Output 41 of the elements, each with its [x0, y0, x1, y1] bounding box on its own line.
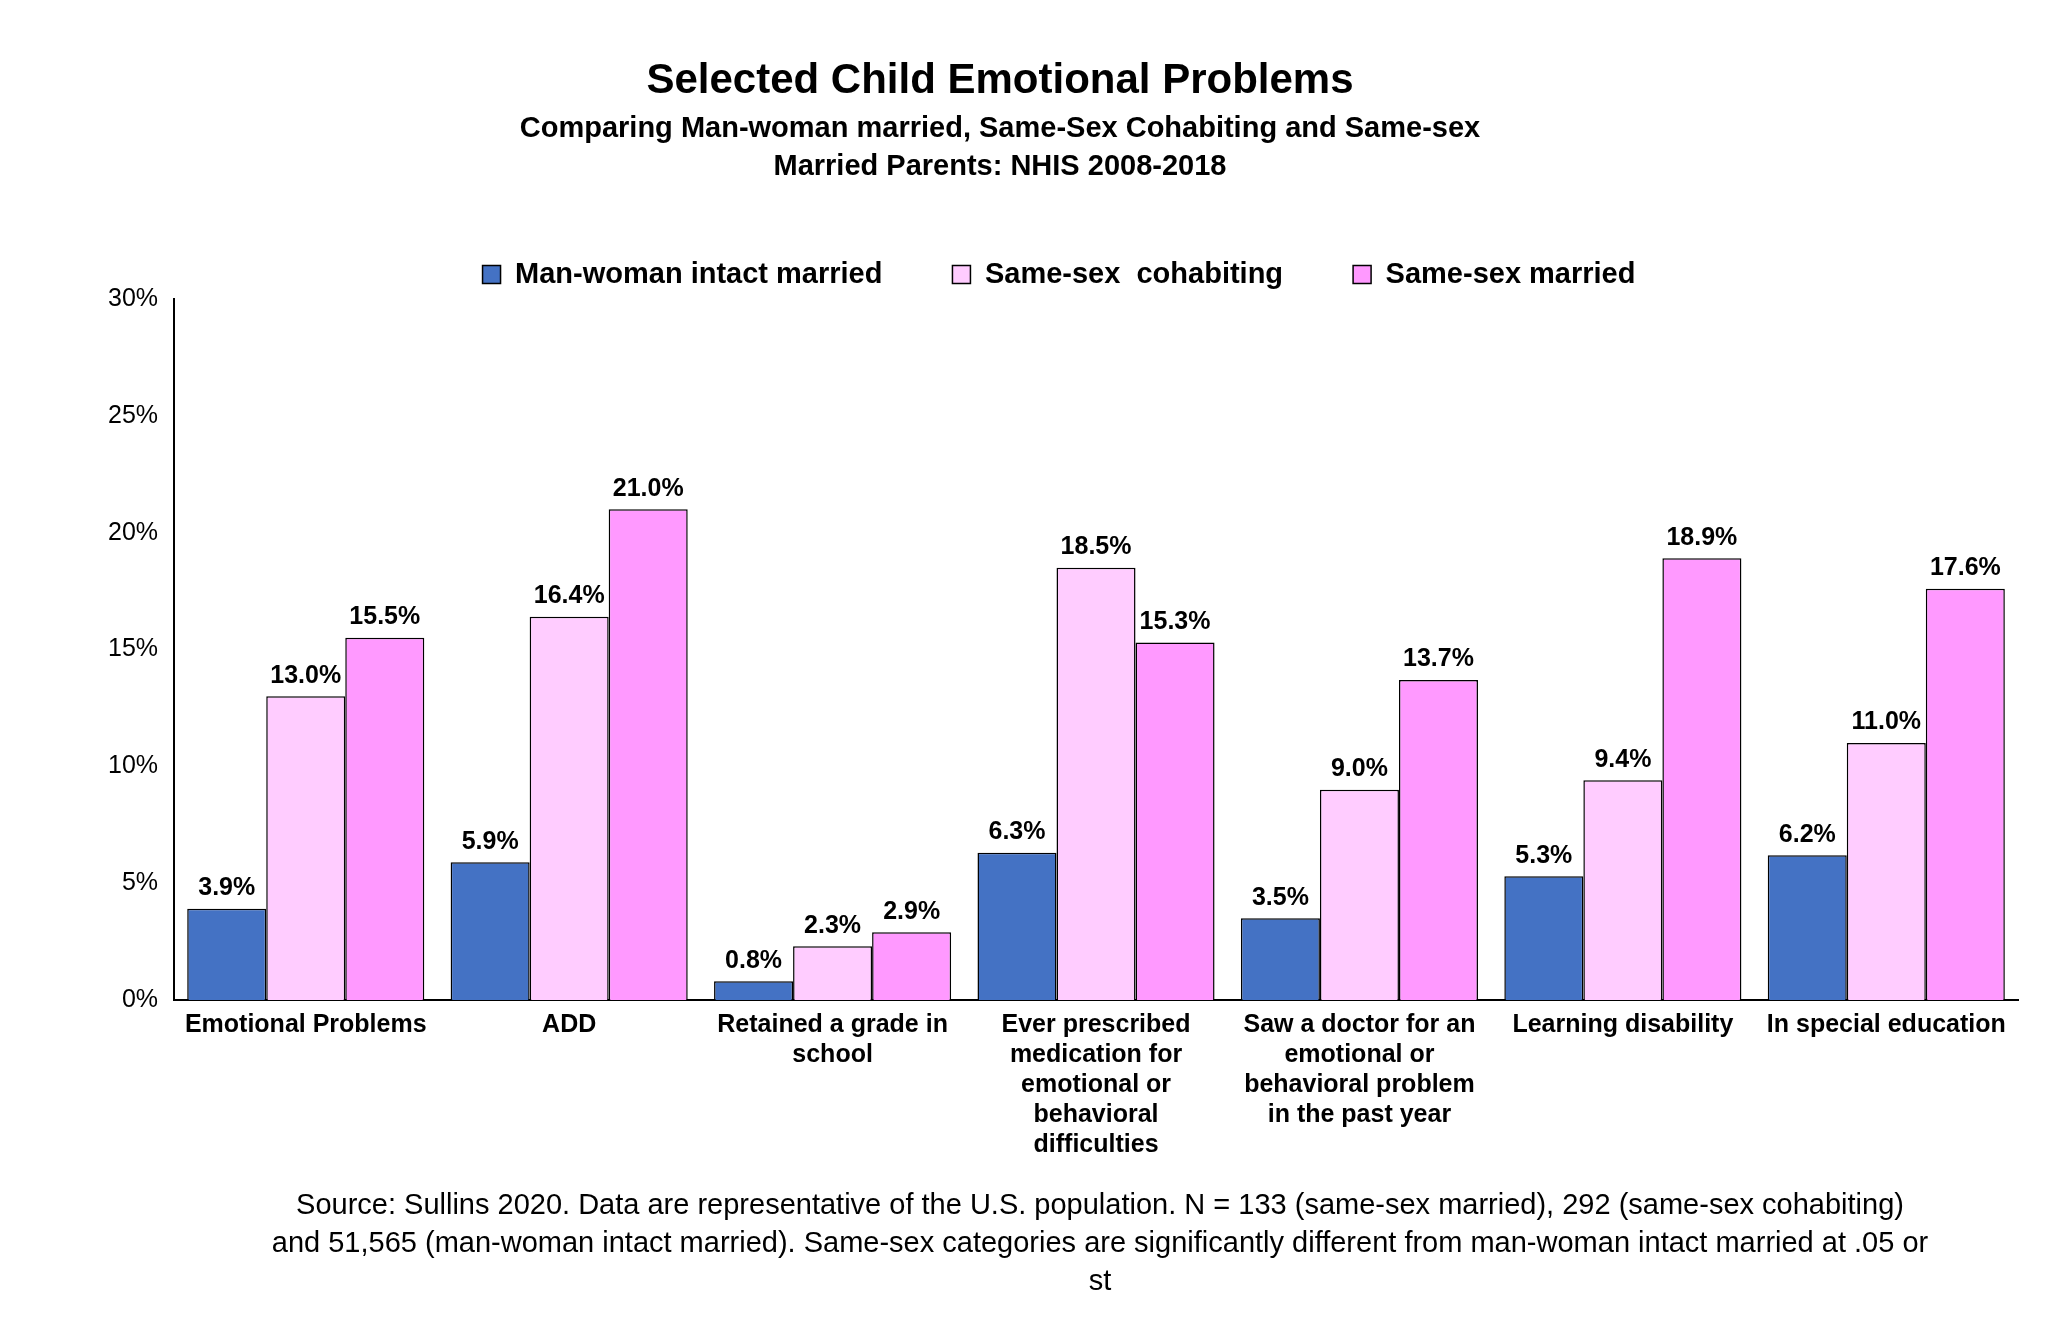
- data-label: 5.9%: [461, 825, 519, 854]
- x-tick-label: Emotional Problems: [184, 1008, 427, 1037]
- data-label: 15.5%: [349, 601, 421, 630]
- chart-title: Selected Child Emotional Problems: [645, 55, 1355, 103]
- y-tick-label: 0%: [121, 983, 159, 1012]
- data-label: 11.0%: [1851, 706, 1922, 735]
- data-label: 18.5%: [1060, 531, 1132, 560]
- data-label: 2.9%: [883, 895, 941, 924]
- data-label: 5.3%: [1515, 839, 1573, 868]
- data-label: 16.4%: [533, 580, 605, 609]
- y-tick-label: 15%: [107, 633, 159, 662]
- data-label: 3.9%: [198, 872, 256, 901]
- x-tick-label: Learning disability: [1512, 1008, 1734, 1037]
- x-tick-label: ADD: [542, 1008, 597, 1037]
- legend-label: Same-sex cohabiting: [984, 256, 1284, 289]
- data-label: 21.0%: [612, 472, 684, 501]
- data-label: 15.3%: [1139, 605, 1211, 634]
- data-label: 6.2%: [1778, 818, 1836, 847]
- legend-label: Same-sex married: [1385, 256, 1636, 289]
- x-tick-label: Saw a doctor for an emotional or behavioral problem in the past year: [1243, 1008, 1476, 1127]
- x-tick-label: Ever prescribed medication for emotional or behavioral difficulties: [1001, 1008, 1191, 1157]
- y-tick-label: 10%: [107, 750, 159, 779]
- data-label: 17.6%: [1929, 552, 2001, 581]
- data-label: 0.8%: [725, 944, 783, 973]
- data-label: 13.7%: [1403, 643, 1474, 672]
- source-note: Source: Sullins 2020. Data are representative of the U.S. population. N = 133 (same-sex married), 292 (same-sex cohabiting) and 51,565 (man-woman intact married). Same-sex categories are significantly different from man-woman intact married at .05 or st: [270, 1187, 1930, 1298]
- data-label: 9.0%: [1330, 753, 1388, 782]
- data-label: 3.5%: [1251, 881, 1309, 910]
- legend-label: Man-woman intact married: [515, 256, 883, 289]
- data-label: 9.4%: [1594, 743, 1652, 772]
- data-label: 2.3%: [804, 909, 862, 938]
- data-label: 18.9%: [1666, 521, 1738, 550]
- y-tick-label: 20%: [107, 516, 159, 545]
- y-tick-label: 5%: [121, 867, 159, 896]
- chart-subtitle: Comparing Man-woman married, Same-Sex Cohabiting and Same-sex Married Parents: NHIS 2008-2018: [518, 110, 1482, 183]
- data-label: 13.0%: [270, 659, 342, 688]
- y-tick-label: 25%: [107, 399, 159, 428]
- data-label: 6.3%: [988, 816, 1046, 845]
- x-tick-label: In special education: [1766, 1008, 2006, 1037]
- x-tick-label: Retained a grade in school: [717, 1008, 948, 1067]
- y-tick-label: 30%: [107, 282, 159, 311]
